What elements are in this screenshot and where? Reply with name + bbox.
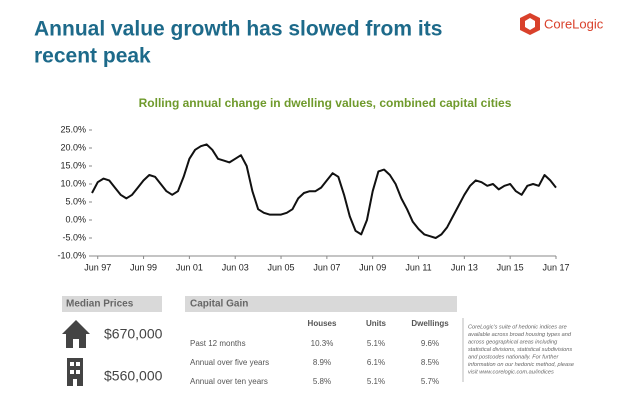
section-title: Capital Gain: [190, 299, 248, 310]
column-header: Dwellings: [411, 319, 449, 328]
logo-icon: [520, 13, 540, 35]
y-tick-label: 20.0%: [60, 142, 86, 152]
cell: 5.8%: [313, 377, 331, 386]
x-tick-label: Jun 05: [268, 262, 295, 272]
x-tick-label: Jun 03: [222, 262, 249, 272]
x-tick-label: Jun 01: [176, 262, 203, 272]
cell: 5.1%: [367, 377, 385, 386]
row-label: Annual over ten years: [190, 377, 268, 386]
x-tick-label: Jun 17: [542, 262, 569, 272]
column-header: Houses: [308, 319, 337, 328]
y-tick-label: 0.0%: [65, 214, 86, 224]
x-tick-label: Jun 13: [451, 262, 478, 272]
cell: 8.5%: [421, 358, 439, 367]
column-header: Units: [366, 319, 387, 328]
section-title: Median Prices: [66, 299, 134, 310]
cell: 6.1%: [367, 358, 385, 367]
note: information on our hedonic method, pleas…: [468, 362, 574, 368]
cell: 10.3%: [311, 339, 334, 348]
x-tick-label: Jun 11: [405, 262, 431, 272]
cell: 5.7%: [421, 377, 439, 386]
header-bar: [185, 296, 457, 312]
x-tick-label: Jun 99: [130, 262, 157, 272]
x-tick-label: Jun 97: [84, 262, 111, 272]
slide-title: Annual value growth has slowed from its: [34, 18, 442, 41]
row-label: Annual over five years: [190, 358, 269, 367]
x-tick-label: Jun 07: [313, 262, 340, 272]
y-tick-label: 25.0%: [60, 124, 86, 134]
chart-title: Rolling annual change in dwelling values…: [139, 96, 512, 110]
house-icon: [62, 320, 90, 348]
note: statistical divisions, statistical subdi…: [468, 347, 572, 353]
x-tick-label: Jun 15: [497, 262, 524, 272]
slide-title: recent peak: [34, 45, 151, 68]
x-tick-label: Jun 09: [359, 262, 386, 272]
unit-icon: [67, 358, 83, 386]
cell: 8.9%: [313, 358, 331, 367]
y-tick-label: 10.0%: [60, 178, 86, 188]
y-tick-label: 15.0%: [60, 160, 86, 170]
y-tick-label: -10.0%: [57, 250, 86, 260]
cell: 9.6%: [421, 339, 439, 348]
row-label: Past 12 months: [190, 339, 246, 348]
note: available across broad housing types and: [468, 332, 572, 338]
note: and postcodes nationally. For further: [468, 354, 560, 360]
house-price: $670,000: [104, 326, 163, 342]
y-tick-label: -5.0%: [62, 232, 86, 242]
cell: 5.1%: [367, 339, 385, 348]
line-series: [91, 143, 557, 239]
note: visit www.corelogic.com.au/indices: [468, 369, 554, 375]
header-bar: [62, 296, 162, 312]
logo-text: CoreLogic: [544, 16, 604, 31]
median-prices: Median Prices $670,000 $560,000: [62, 296, 163, 386]
unit-price: $560,000: [104, 368, 163, 384]
note: across geographical areas including: [468, 339, 558, 345]
note: CoreLogic's suite of hedonic indices are: [468, 324, 567, 330]
y-tick-label: 5.0%: [65, 196, 86, 206]
